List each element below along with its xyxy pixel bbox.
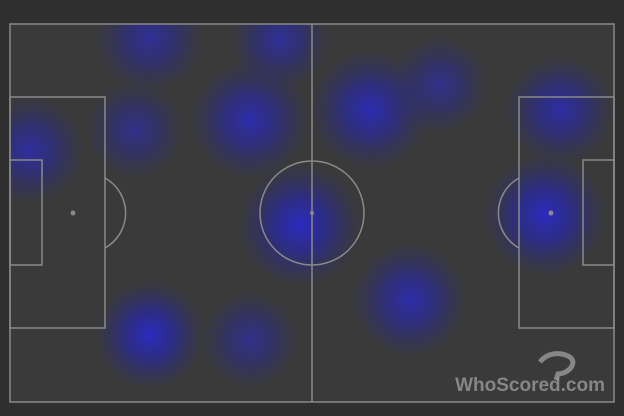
center-spot (310, 211, 314, 215)
penalty-spot (548, 210, 554, 216)
heat-blob (95, 280, 205, 390)
heat-blob (352, 242, 468, 358)
heat-blob (85, 80, 185, 180)
heat-layer (10, 24, 614, 390)
heat-blob (10, 95, 85, 205)
center-circle (259, 160, 365, 266)
logo-mark (538, 351, 576, 381)
penalty-spot (70, 210, 76, 216)
penalty-arc (497, 177, 520, 249)
heat-blob (505, 55, 614, 165)
heat-blob (390, 35, 490, 135)
six-yard-box (9, 159, 43, 266)
heat-blob (483, 153, 607, 277)
watermark: WhoScored.com (455, 375, 605, 396)
penalty-arc (104, 177, 127, 249)
heat-blob (190, 60, 310, 180)
heat-blob (238, 163, 362, 287)
heat-blob (200, 290, 300, 390)
six-yard-box (582, 159, 615, 266)
heat-blob (95, 24, 205, 93)
